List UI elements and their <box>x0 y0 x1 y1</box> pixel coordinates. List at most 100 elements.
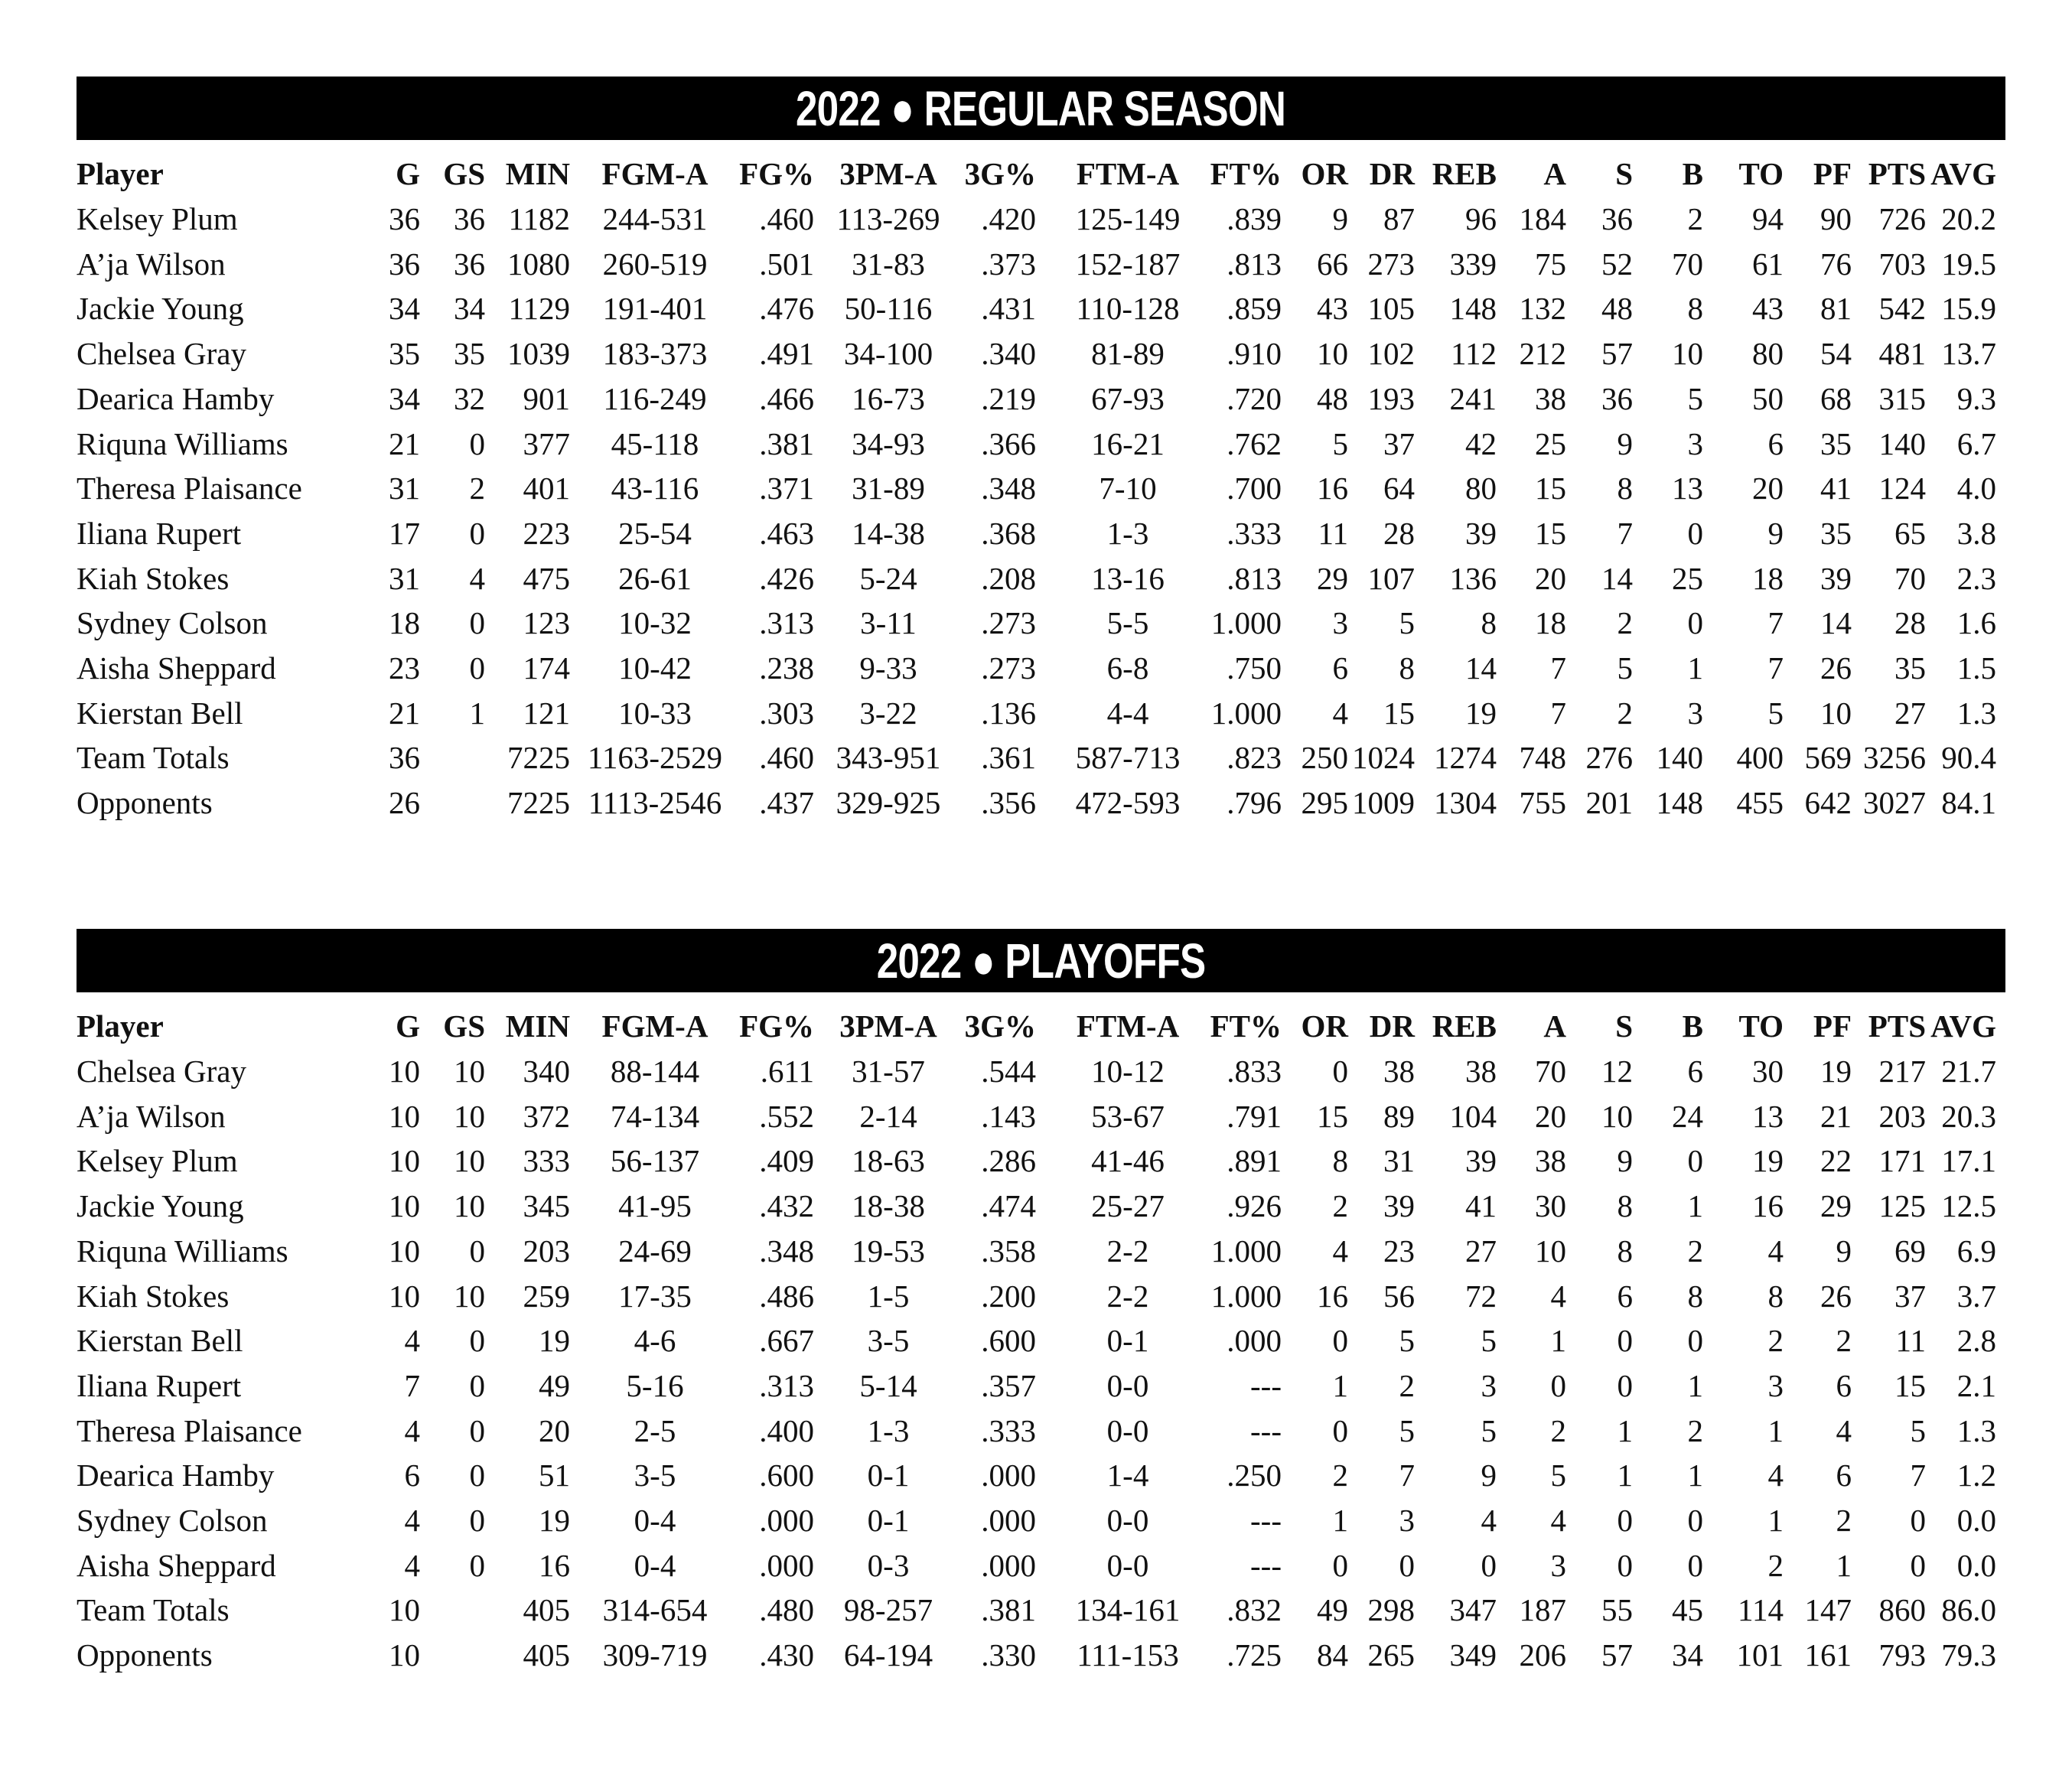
cell-b: 0 <box>1687 1503 1704 1538</box>
cell-pf: 41 <box>1820 471 1852 507</box>
cell-pf: 6 <box>1836 1458 1852 1493</box>
cell-player: Theresa Plaisance <box>77 1412 302 1448</box>
cell-pf: 14 <box>1820 605 1852 641</box>
cell-avg: 1.3 <box>1956 695 1996 731</box>
cell-ftm-a: 67-93 <box>1091 380 1165 416</box>
cell-avg: 2.8 <box>1956 1323 1996 1359</box>
cell-to: 4 <box>1767 1233 1784 1269</box>
cell-reb: 39 <box>1465 1143 1497 1179</box>
cell-3pm-a: 343-951 <box>836 740 941 776</box>
cell-3pm-a: 34-93 <box>852 425 925 461</box>
cell-reb: 42 <box>1465 425 1497 461</box>
cell-avg: 79.3 <box>1941 1637 1996 1673</box>
cell-fgm-a: 0-4 <box>634 1503 676 1538</box>
cell-ftm-a: 4-4 <box>1106 695 1149 731</box>
table-row: Sydney Colson 18 0 123 10-32 .313 3-11 .273 5-5 1… <box>77 601 2005 645</box>
cell-reb: 9 <box>1481 1458 1497 1493</box>
cell-avg: 90.4 <box>1941 740 1996 776</box>
cell-ftm-a: 25-27 <box>1091 1188 1165 1224</box>
cell-to: 80 <box>1752 336 1784 372</box>
cell-or: 4 <box>1332 1233 1349 1269</box>
cell-ftpct: .750 <box>1227 650 1282 686</box>
cell-min: 340 <box>523 1054 571 1089</box>
cell-avg: 9.3 <box>1956 380 1996 416</box>
cell-b: 6 <box>1687 1054 1704 1089</box>
cell-ftpct: .813 <box>1227 560 1282 596</box>
cell-player: Sydney Colson <box>77 1503 268 1538</box>
cell-ftm-a: 134-161 <box>1075 1592 1181 1628</box>
cell-fgm-a: 314-654 <box>602 1592 708 1628</box>
cell-s: 6 <box>1617 1278 1634 1314</box>
cell-fgm-a: 43-116 <box>611 471 699 507</box>
cell-g: 4 <box>404 1412 421 1448</box>
cell-s: 57 <box>1601 1637 1633 1673</box>
cell-s: 48 <box>1601 291 1633 327</box>
cell-min: 123 <box>523 605 571 641</box>
cell-to: 30 <box>1752 1054 1784 1089</box>
cell-ftpct: --- <box>1250 1412 1282 1448</box>
cell-avg: 1.2 <box>1956 1458 1996 1493</box>
cell-min: 20 <box>539 1412 570 1448</box>
column-header-ftm-a: FTM-A <box>1076 1008 1180 1044</box>
cell-reb: 339 <box>1449 246 1497 282</box>
cell-to: 4 <box>1767 1458 1784 1493</box>
cell-reb: 72 <box>1465 1278 1497 1314</box>
cell-min: 203 <box>523 1233 571 1269</box>
cell-a: 2 <box>1550 1412 1567 1448</box>
cell-3pm-a: 0-3 <box>867 1547 910 1583</box>
cell-min: 7225 <box>507 785 570 821</box>
cell-3gpct: .357 <box>981 1367 1036 1403</box>
cell-ftm-a: 472-593 <box>1075 785 1181 821</box>
cell-s: 8 <box>1617 1233 1634 1269</box>
table-row: Opponents 10 405 309-719 .430 64-194 .330 111-1… <box>77 1633 2005 1677</box>
cell-pf: 9 <box>1836 1233 1852 1269</box>
cell-to: 455 <box>1736 785 1784 821</box>
cell-3gpct: .420 <box>981 201 1036 236</box>
cell-or: 66 <box>1317 246 1348 282</box>
cell-a: 3 <box>1550 1547 1567 1583</box>
cell-min: 19 <box>539 1503 570 1538</box>
cell-min: 121 <box>523 695 571 731</box>
cell-player: Riquna Williams <box>77 1233 288 1269</box>
cell-gs: 4 <box>469 560 486 596</box>
table-row: Riquna Williams 10 0 203 24-69 .348 19-53 .358 2… <box>77 1229 2005 1273</box>
cell-player: Chelsea Gray <box>77 336 246 372</box>
cell-3gpct: .208 <box>981 560 1036 596</box>
column-header-3gpct: 3G% <box>964 1008 1036 1044</box>
cell-s: 8 <box>1617 1188 1634 1224</box>
cell-avg: 1.3 <box>1956 1412 1996 1448</box>
cell-a: 212 <box>1519 336 1567 372</box>
cell-ftpct: .859 <box>1227 291 1282 327</box>
cell-or: 43 <box>1317 291 1348 327</box>
cell-or: 11 <box>1318 515 1348 551</box>
cell-to: 7 <box>1767 650 1784 686</box>
cell-min: 1080 <box>507 246 570 282</box>
cell-pts: 315 <box>1878 380 1927 416</box>
cell-3pm-a: 1-5 <box>867 1278 910 1314</box>
cell-s: 1 <box>1617 1458 1634 1493</box>
cell-fgm-a: 10-33 <box>618 695 692 731</box>
cell-min: 405 <box>523 1592 571 1628</box>
cell-to: 7 <box>1767 605 1784 641</box>
cell-gs: 1 <box>469 695 486 731</box>
cell-or: 29 <box>1317 560 1348 596</box>
cell-a: 4 <box>1550 1503 1567 1538</box>
cell-3gpct: .600 <box>981 1323 1036 1359</box>
column-header-avg: AVG <box>1930 1008 1996 1044</box>
cell-ftm-a: 125-149 <box>1075 201 1181 236</box>
cell-avg: 20.3 <box>1941 1098 1996 1134</box>
cell-b: 34 <box>1672 1637 1703 1673</box>
cell-dr: 8 <box>1399 650 1416 686</box>
cell-gs: 36 <box>454 246 485 282</box>
cell-fgm-a: 183-373 <box>602 336 708 372</box>
cell-or: 8 <box>1332 1143 1349 1179</box>
cell-pts: 217 <box>1878 1054 1927 1089</box>
cell-s: 0 <box>1617 1367 1634 1403</box>
cell-reb: 148 <box>1449 291 1497 327</box>
cell-reb: 14 <box>1465 650 1497 686</box>
cell-ftpct: 1.000 <box>1210 695 1282 731</box>
cell-g: 6 <box>404 1458 421 1493</box>
cell-dr: 87 <box>1383 201 1415 236</box>
cell-or: 15 <box>1317 1098 1348 1134</box>
cell-3gpct: .000 <box>981 1547 1036 1583</box>
